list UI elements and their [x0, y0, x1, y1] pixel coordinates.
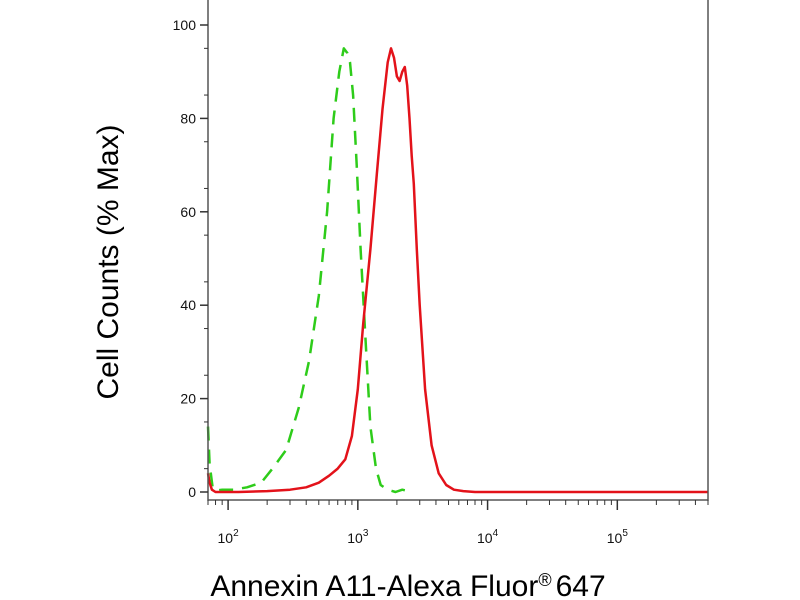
- x-tick-label-exponent: 3: [363, 528, 369, 539]
- y-tick-label: 0: [188, 484, 196, 500]
- x-tick-label-exponent: 5: [622, 528, 628, 539]
- y-tick-label: 40: [180, 297, 196, 313]
- red-solid-histogram-line: [206, 47, 708, 494]
- x-tick-label-base: 10: [218, 530, 234, 546]
- x-tick-label: 104: [477, 528, 499, 546]
- x-tick-label-exponent: 4: [493, 528, 499, 539]
- y-tick-label: 80: [180, 110, 196, 126]
- x-tick-label-base: 10: [607, 530, 623, 546]
- plot-frame: [207, 0, 709, 501]
- x-tick-label: 105: [607, 528, 629, 546]
- y-axis-title: Cell Counts (% Max): [92, 124, 125, 399]
- x-tick-label: 103: [347, 528, 369, 546]
- y-tick-label: 100: [173, 17, 197, 33]
- axes-layer: [207, 0, 709, 501]
- x-tick-label: 102: [218, 528, 240, 546]
- y-tick-label: 20: [180, 391, 196, 407]
- x-tick-label-exponent: 2: [233, 528, 239, 539]
- series-layer: [206, 47, 708, 494]
- x-tick-label-base: 10: [477, 530, 493, 546]
- x-axis-title-registered-mark: ®: [538, 570, 551, 590]
- x-axis-title-suffix: 647: [556, 570, 606, 600]
- x-axis-title-main: Annexin A11-Alexa Fluor: [210, 570, 538, 600]
- x-axis-title: Annexin A11-Alexa Fluor® 647: [210, 570, 605, 600]
- green-dashed-histogram-line: [206, 47, 412, 494]
- x-tick-label-base: 10: [347, 530, 363, 546]
- y-tick-label: 60: [180, 204, 196, 220]
